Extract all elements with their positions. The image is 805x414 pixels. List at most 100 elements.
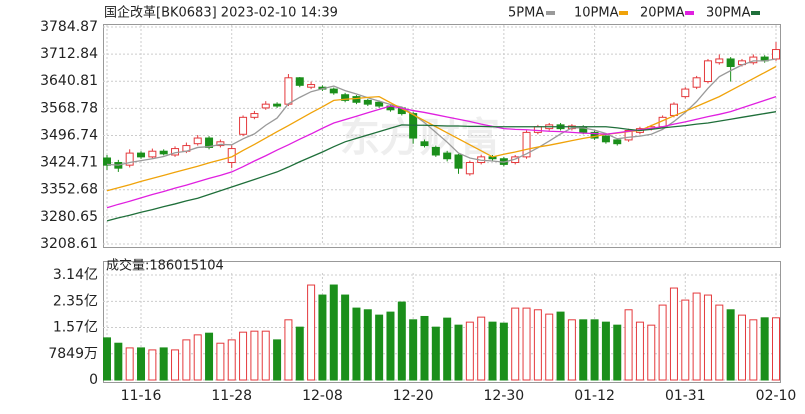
candle-body — [692, 77, 701, 88]
volume-bar — [171, 349, 180, 381]
ma-line — [106, 65, 777, 192]
volume-bar — [579, 319, 588, 381]
y-tick-label: 0 — [89, 372, 98, 388]
volume-bar — [488, 321, 497, 381]
volume-bar — [477, 316, 486, 381]
volume-bar — [760, 317, 769, 381]
volume-bar — [624, 309, 633, 381]
y-tick-label: 3496.74 — [40, 128, 98, 144]
volume-bar — [681, 299, 690, 381]
candle-body — [669, 103, 678, 116]
volume-bar — [341, 294, 350, 381]
candle-body — [352, 96, 361, 103]
y-tick-label: 3712.84 — [40, 46, 98, 62]
legend-label: 20PMA — [640, 6, 685, 21]
volume-bar — [692, 292, 701, 381]
ma-line — [106, 111, 777, 222]
watermark: 东方财富 — [340, 115, 500, 161]
candle-body — [613, 139, 622, 145]
candle-body — [443, 152, 452, 160]
candle-body — [681, 88, 690, 98]
volume-bar — [284, 319, 293, 381]
legend-swatch — [619, 11, 628, 15]
legend-swatch — [685, 11, 694, 15]
volume-bar — [443, 317, 452, 381]
x-tick-label: 12-08 — [302, 388, 343, 404]
y-tick-label: 3208.61 — [40, 236, 98, 252]
candle-body — [341, 94, 350, 101]
y-tick-label: 7849万 — [48, 346, 98, 362]
candle-body — [363, 99, 372, 105]
volume-bar — [125, 347, 134, 381]
candle-body — [273, 103, 282, 107]
chart-title: 国企改革[BK0683] 2023-02-10 14:39 — [104, 5, 338, 21]
volume-bar — [431, 326, 440, 381]
volume-bar — [749, 319, 758, 381]
volume-bar — [635, 321, 644, 381]
volume-title: 成交量:186015104 — [106, 258, 224, 274]
candle-body — [703, 60, 712, 83]
volume-bar — [295, 326, 304, 381]
candle-body — [533, 126, 542, 133]
volume-bar — [375, 314, 384, 381]
volume-bar — [533, 309, 542, 381]
candle-body — [250, 113, 259, 118]
volume-bar — [216, 342, 225, 381]
candle-body — [715, 58, 724, 64]
candle-body — [522, 131, 531, 158]
x-tick-label: 11-28 — [211, 388, 252, 404]
volume-bar — [273, 339, 282, 381]
volume-bar — [726, 309, 735, 381]
y-tick-label: 3424.71 — [40, 155, 98, 171]
volume-bar — [148, 349, 157, 381]
volume-bar — [182, 339, 191, 381]
y-tick-label: 3352.68 — [40, 182, 98, 198]
volume-bar — [397, 301, 406, 381]
volume-bar — [545, 313, 554, 381]
candle-body — [159, 150, 168, 155]
candle-body — [193, 137, 202, 145]
candle-body — [375, 101, 384, 107]
volume-bar — [193, 334, 202, 381]
candle-body — [465, 162, 474, 175]
volume-bar — [239, 331, 248, 381]
legend-label: 5PMA — [508, 6, 544, 21]
y-tick-label: 3.14亿 — [53, 267, 98, 283]
volume-bar — [205, 332, 214, 381]
volume-bar — [658, 304, 667, 381]
candle-body — [284, 77, 293, 105]
volume-bar — [227, 339, 236, 381]
candle-body — [216, 141, 225, 147]
candle-body — [431, 146, 440, 156]
y-tick-label: 1.57亿 — [53, 320, 98, 336]
candle-body — [307, 84, 316, 88]
candle-body — [726, 58, 735, 67]
candle-body — [125, 152, 134, 166]
volume-bar — [454, 324, 463, 381]
volume-bar — [261, 330, 270, 381]
volume-bar — [715, 304, 724, 381]
volume-bar — [511, 307, 520, 381]
candle-body — [624, 130, 633, 141]
legend-label: 10PMA — [574, 6, 619, 21]
volume-bar — [318, 294, 327, 381]
candle-body — [103, 157, 111, 166]
volume-bar — [329, 284, 338, 381]
volume-bar — [307, 284, 316, 381]
legend-label: 30PMA — [706, 6, 751, 21]
x-tick-label: 12-20 — [393, 388, 434, 404]
volume-bar — [420, 315, 429, 381]
volume-bar — [114, 342, 123, 381]
ma-line — [106, 95, 777, 209]
volume-bar — [703, 294, 712, 381]
y-tick-label: 3568.78 — [40, 100, 98, 116]
candle-body — [329, 88, 338, 94]
volume-bar — [352, 307, 361, 381]
volume-bar — [250, 330, 259, 381]
candle-body — [148, 150, 157, 158]
candle-body — [205, 137, 214, 148]
candle-body — [749, 56, 758, 64]
candle-body — [454, 154, 463, 169]
volume-bar — [499, 322, 508, 381]
candle-body — [137, 152, 146, 158]
